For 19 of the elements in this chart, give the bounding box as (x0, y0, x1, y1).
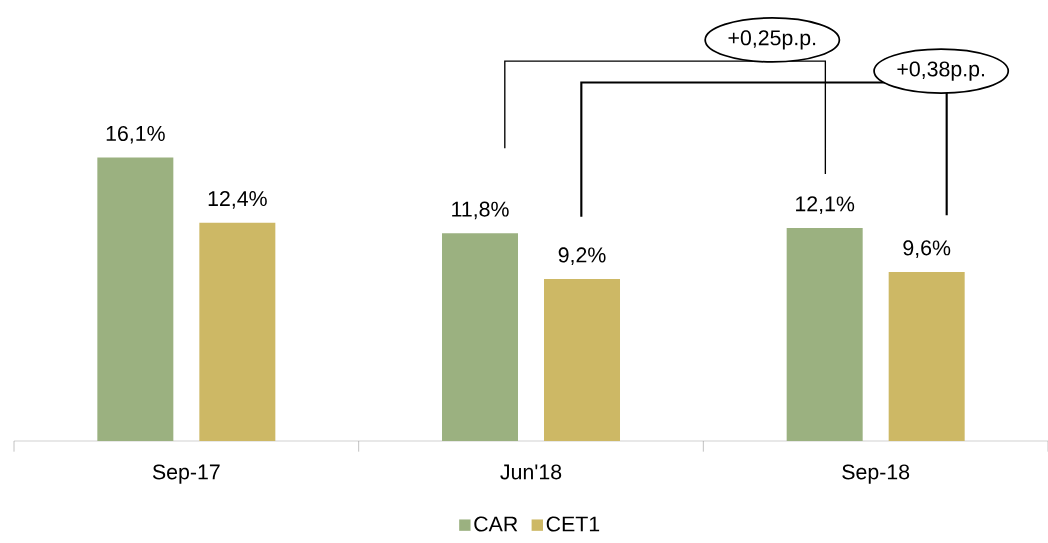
data-label: 12,1% (796, 196, 855, 214)
legend-label: CAR (474, 516, 518, 532)
bar (97, 157, 174, 441)
x-tick-label: Jun'18 (500, 464, 562, 480)
text: +0,38p.p. (897, 61, 984, 81)
data-label: 9,6% (903, 240, 951, 258)
bar (442, 233, 519, 441)
x-tick-label: Sep-18 (842, 464, 910, 484)
legend-label: CET1 (546, 516, 600, 532)
bar (888, 271, 965, 441)
data-label: 11,8% (452, 201, 509, 220)
bar (199, 222, 276, 441)
data-label: 9,2% (558, 247, 606, 265)
bar (544, 279, 621, 441)
x-tick-label: Sep-17 (152, 464, 220, 484)
data-label: 12,4% (208, 191, 267, 209)
data-label: 16,1% (106, 125, 165, 144)
text: +0,25p.p. (728, 30, 816, 50)
bar (786, 227, 863, 441)
